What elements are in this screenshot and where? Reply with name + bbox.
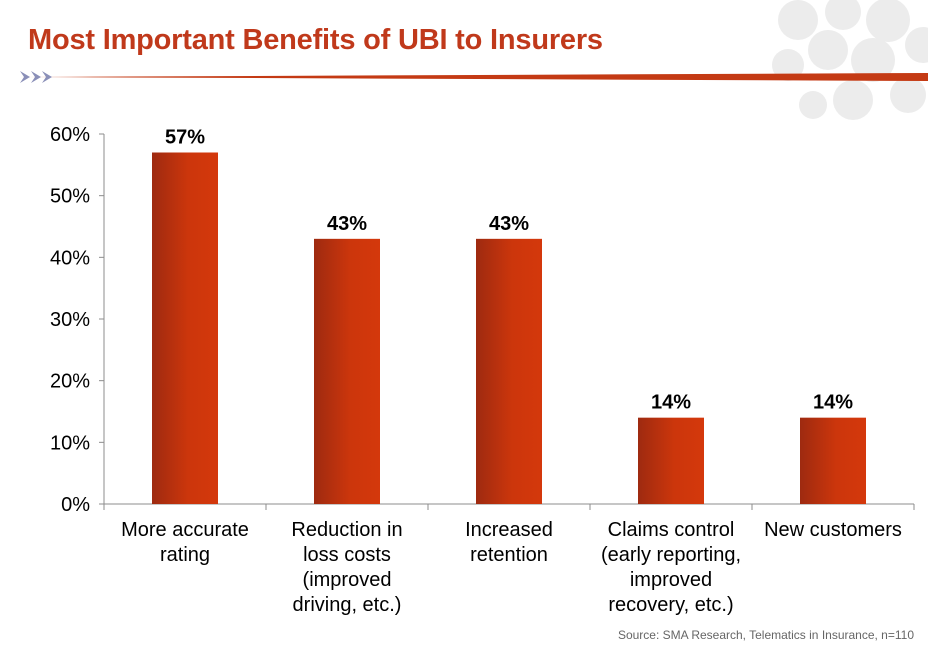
source-note: Source: SMA Research, Telematics in Insu… [617,628,914,642]
page-title: Most Important Benefits of UBI to Insure… [28,24,603,56]
data-label: 57% [165,127,205,149]
y-tick-label: 50% [50,186,90,208]
data-label: 43% [489,213,529,235]
x-category-label: Claims control (early reporting, improved r… [601,519,741,616]
data-label: 14% [651,392,691,414]
x-category-label: New customers [764,519,902,541]
data-label: 14% [813,392,853,414]
y-tick-label: 0% [61,494,90,516]
bar [476,238,542,505]
title-underline-bar [20,71,928,83]
bar [800,417,866,504]
y-tick-label: 30% [50,309,90,331]
x-category-label: More accurate rating [121,519,249,566]
x-category-label: Reduction in loss costs (improved driving, … [291,519,402,616]
bar [152,152,218,504]
data-label: 43% [327,213,367,235]
x-category-label: Increased retention [465,519,553,566]
bar [314,238,380,505]
decorative-circles [772,0,928,120]
arrow-chevrons-icon [20,71,52,83]
y-tick-label: 20% [50,371,90,393]
y-tick-label: 60% [50,124,90,146]
y-tick-label: 10% [50,432,90,454]
bar [638,417,704,504]
y-tick-label: 40% [50,247,90,269]
